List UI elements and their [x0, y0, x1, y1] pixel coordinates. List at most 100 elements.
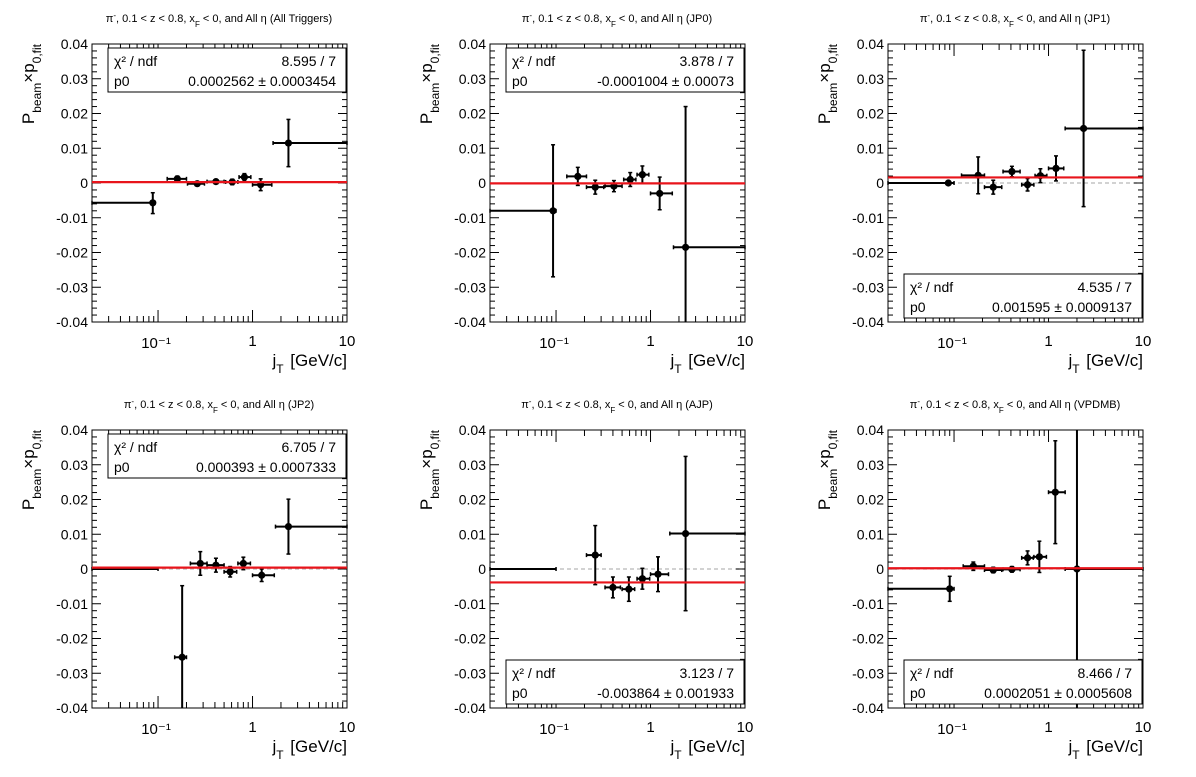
y-label-subscript: 0,fit — [30, 43, 44, 63]
y-tick-label: -0.01 — [56, 596, 88, 612]
x-label-part: j — [271, 351, 276, 370]
y-tick-label: 0.01 — [459, 526, 486, 542]
data-point — [272, 118, 348, 168]
x-tick-label: 10⁻¹ — [539, 721, 569, 738]
y-tick-label: 0.03 — [61, 71, 88, 87]
data-point — [1047, 440, 1066, 545]
stats-box-frame — [505, 47, 745, 93]
y-tick-label: -0.01 — [852, 596, 884, 612]
x-tick-label: 10 — [737, 719, 754, 736]
y-label-subscript: 0,fit — [428, 429, 442, 449]
y-tick-label: -0.03 — [852, 279, 884, 295]
y-tick-label: 0.03 — [857, 71, 884, 87]
stats-chi-label: χ² / ndf — [512, 665, 555, 681]
stats-box-frame — [107, 47, 347, 93]
chart-title: π-, 0.1 < z < 0.8, xF < 0, and All η (AJ… — [521, 397, 713, 415]
x-tick-label: 10 — [1135, 333, 1152, 350]
y-tick-label: -0.02 — [852, 631, 884, 647]
stats-box: χ² / ndf 6.705 / 7 p0 0.000393 ± 0.0007333 — [107, 433, 347, 479]
stats-p0-value: 0.001595 ± 0.0009137 — [992, 299, 1132, 315]
stats-box: χ² / ndf 8.595 / 7 p0 0.0002562 ± 0.0003454 — [107, 47, 347, 93]
data-marker — [626, 175, 634, 184]
x-tick-label: 1 — [1044, 333, 1052, 350]
data-marker — [1052, 164, 1060, 173]
data-marker — [196, 559, 204, 568]
data-marker — [240, 173, 248, 181]
stats-chi-label: χ² / ndf — [910, 279, 953, 295]
y-tick-label: 0.01 — [61, 140, 88, 156]
y-tick-label: 0.04 — [459, 422, 486, 438]
x-tick-label: 1 — [646, 719, 654, 736]
stats-p0-value: 0.000393 ± 0.0007333 — [196, 459, 336, 475]
title-text: < 0, and All η (JP2) — [218, 399, 314, 411]
stats-p0-label: p0 — [114, 73, 130, 89]
y-label-part: ×p — [815, 63, 834, 82]
title-text: π — [124, 399, 132, 411]
chart-title: π-, 0.1 < z < 0.8, xF < 0, and All η (JP… — [124, 397, 314, 415]
stats-box: χ² / ndf 4.535 / 7 p0 0.001595 ± 0.0009137 — [903, 273, 1143, 319]
y-tick-label: -0.03 — [454, 665, 486, 681]
y-label-subscript: beam — [428, 469, 442, 499]
x-label-part: j — [669, 737, 674, 756]
data-marker — [178, 653, 186, 661]
y-label-subscript: 0,fit — [30, 429, 44, 449]
y-tick-label: -0.02 — [56, 245, 88, 261]
data-marker — [239, 559, 247, 568]
data-point — [983, 179, 1003, 195]
x-label-part: [GeV/c] — [286, 737, 347, 756]
y-label-subscript: 0,fit — [428, 43, 442, 63]
data-point — [1020, 550, 1035, 566]
y-tick-label: 0.02 — [459, 492, 486, 508]
title-text: π — [106, 13, 114, 25]
data-point — [1002, 165, 1021, 178]
x-label-subscript: T — [1072, 362, 1080, 376]
data-marker — [284, 523, 293, 531]
chart-svg: π-, 0.1 < z < 0.8, xF < 0, and All η (JP… — [19, 397, 355, 763]
chart-title: π-, 0.1 < z < 0.8, xF < 0, and All η (JP… — [920, 11, 1110, 29]
stats-box: χ² / ndf 3.123 / 7 p0 -0.003864 ± 0.001933 — [505, 659, 745, 705]
x-label-subscript: T — [674, 748, 682, 762]
title-text: < 0, and All η (AJP) — [615, 399, 713, 411]
data-marker — [1023, 181, 1032, 189]
chart-title: π-, 0.1 < z < 0.8, xF < 0, and All η (VP… — [910, 397, 1121, 415]
stats-chi-value: 8.466 / 7 — [1078, 665, 1133, 681]
y-tick-label: -0.02 — [56, 631, 88, 647]
data-marker — [609, 583, 617, 592]
chart-panel: π-, 0.1 < z < 0.8, xF < 0, and All η (VP… — [796, 386, 1194, 777]
x-axis-label: jT [GeV/c] — [669, 351, 745, 376]
data-marker — [574, 172, 582, 180]
data-point — [887, 575, 955, 603]
data-point — [238, 172, 252, 182]
data-point — [274, 498, 348, 555]
x-tick-label: 1 — [248, 719, 256, 736]
title-text: < 0, and All η (JP0) — [616, 13, 712, 25]
y-axis-label: Pbeam×p0,fit — [815, 43, 840, 124]
stats-p0-label: p0 — [114, 459, 130, 475]
chart-panel: π-, 0.1 < z < 0.8, xF < 0, and All η (Al… — [0, 0, 398, 391]
data-point — [251, 568, 276, 583]
data-marker — [1035, 553, 1043, 561]
data-point — [1047, 155, 1065, 182]
x-label-part: [GeV/c] — [684, 351, 745, 370]
y-tick-label: -0.03 — [454, 279, 486, 295]
x-label-part: [GeV/c] — [1082, 737, 1143, 756]
y-label-subscript: 0,fit — [826, 43, 840, 63]
y-tick-label: -0.04 — [852, 700, 884, 716]
y-tick-label: 0.01 — [857, 140, 884, 156]
data-point — [636, 567, 651, 590]
y-tick-label: 0.03 — [459, 457, 486, 473]
data-point — [604, 179, 623, 193]
x-label-part: j — [1067, 737, 1072, 756]
title-text: , 0.1 < z < 0.8, x — [930, 13, 1009, 25]
data-marker — [654, 570, 662, 578]
title-text: π — [920, 13, 928, 25]
stats-p0-label: p0 — [910, 299, 926, 315]
y-label-subscript: beam — [826, 83, 840, 113]
data-point — [672, 105, 746, 322]
y-axis-label: Pbeam×p0,fit — [417, 429, 442, 510]
x-axis-label: jT [GeV/c] — [1067, 737, 1143, 762]
stats-p0-value: -0.0001004 ± 0.00073 — [597, 73, 734, 89]
chart-title: π-, 0.1 < z < 0.8, xF < 0, and All η (JP… — [522, 11, 712, 29]
data-point — [621, 576, 636, 603]
x-label-part: [GeV/c] — [684, 737, 745, 756]
